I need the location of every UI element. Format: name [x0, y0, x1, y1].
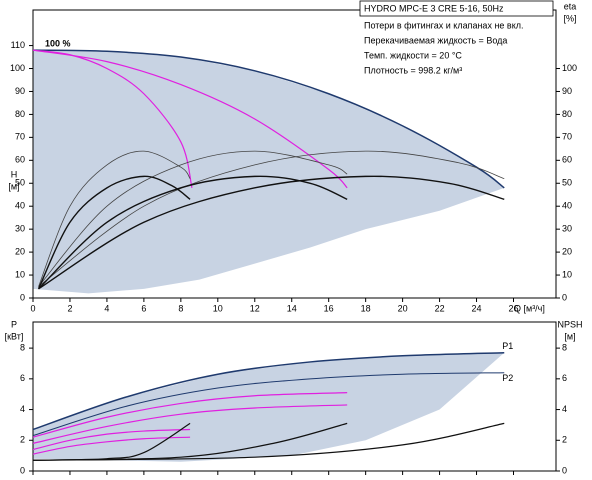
y-tick-label: 2 [20, 435, 25, 445]
y-tick-label: 60 [15, 155, 25, 165]
curve [32, 404, 348, 444]
y2-tick-label: 20 [562, 246, 572, 256]
y2-axis-label: [%] [563, 13, 576, 23]
y-axis-label: [кВт] [5, 331, 24, 341]
note: Перекачиваемая жидкость = Вода [364, 35, 507, 45]
y2-tick-label: 90 [562, 86, 572, 96]
curve [32, 351, 505, 431]
y-tick-label: 110 [11, 40, 25, 50]
y-tick-label: 8 [20, 342, 25, 352]
chart-title: HYDRO MPC-E 3 CRE 5-16, 50Hz [364, 3, 504, 13]
y-tick-label: 80 [15, 109, 25, 119]
curve-label: P2 [502, 373, 513, 383]
y-tick-label: 70 [15, 132, 25, 142]
y2-tick-label: 4 [562, 404, 567, 414]
y2-tick-label: 70 [562, 132, 572, 142]
curve [32, 49, 193, 188]
x-tick-label: 14 [287, 303, 297, 313]
curve [32, 422, 505, 461]
x-tick-label: 2 [67, 303, 72, 313]
plot-frame [32, 9, 557, 299]
y2-axis-label: eta [564, 1, 577, 11]
x-tick-label: 26 [508, 303, 518, 313]
x-tick-label: 0 [30, 303, 35, 313]
y-tick-label: 4 [20, 404, 25, 414]
y2-tick-label: 2 [562, 435, 567, 445]
operating-region [33, 50, 505, 294]
curve [38, 150, 191, 287]
curve [32, 428, 191, 451]
x-axis-label: Q [м³/ч] [514, 303, 545, 313]
curve [32, 392, 348, 438]
y2-tick-label: 0 [562, 292, 567, 302]
y2-tick-label: 80 [562, 109, 572, 119]
curve [38, 150, 348, 287]
note: Потери в фитингах и клапанах не вкл. [364, 20, 524, 30]
y-tick-label: 0 [20, 465, 25, 475]
y2-tick-label: 40 [562, 201, 572, 211]
y-axis-label: P [11, 319, 17, 329]
x-tick-label: 16 [324, 303, 334, 313]
note: Темп. жидкости = 20 °C [364, 50, 462, 60]
y-tick-label: 100 [10, 63, 25, 73]
note: Плотность = 998.2 кг/м³ [364, 65, 462, 75]
title-box [359, 0, 554, 17]
y-tick-label: 20 [15, 246, 25, 256]
y2-axis-label: [м] [564, 331, 575, 341]
curve-label: P1 [502, 341, 513, 351]
y2-tick-label: 50 [562, 178, 572, 188]
y-tick-label: 10 [15, 269, 25, 279]
y2-tick-label: 30 [562, 224, 572, 234]
curve [37, 175, 191, 290]
y-axis-label: [м] [8, 181, 19, 191]
y2-tick-label: 10 [562, 269, 572, 279]
y-tick-label: 0 [20, 292, 25, 302]
x-tick-label: 20 [398, 303, 408, 313]
y2-axis-label: NPSH [557, 319, 582, 329]
curve [32, 49, 505, 189]
y2-tick-label: 6 [562, 373, 567, 383]
x-tick-label: 8 [178, 303, 183, 313]
x-tick-label: 4 [104, 303, 109, 313]
curve [38, 175, 505, 290]
y2-tick-label: 100 [562, 63, 577, 73]
curve [38, 175, 348, 290]
y-tick-label: 6 [20, 373, 25, 383]
y2-tick-label: 8 [562, 342, 567, 352]
x-tick-label: 22 [435, 303, 445, 313]
curve [38, 150, 505, 287]
y2-tick-label: 0 [562, 465, 567, 475]
x-tick-label: 12 [250, 303, 260, 313]
y-axis-label: H [11, 169, 18, 179]
curve [32, 49, 348, 189]
y-tick-label: 90 [15, 86, 25, 96]
y2-tick-label: 60 [562, 155, 572, 165]
curve [32, 372, 505, 437]
y-tick-label: 40 [15, 201, 25, 211]
plot-frame [32, 321, 557, 472]
x-tick-label: 6 [141, 303, 146, 313]
x-tick-label: 18 [361, 303, 371, 313]
x-tick-label: 10 [213, 303, 223, 313]
y-tick-label: 30 [15, 224, 25, 234]
curve [32, 436, 191, 455]
annotation: 100 % [45, 38, 71, 48]
x-tick-label: 24 [472, 303, 482, 313]
y-tick-label: 50 [15, 178, 25, 188]
